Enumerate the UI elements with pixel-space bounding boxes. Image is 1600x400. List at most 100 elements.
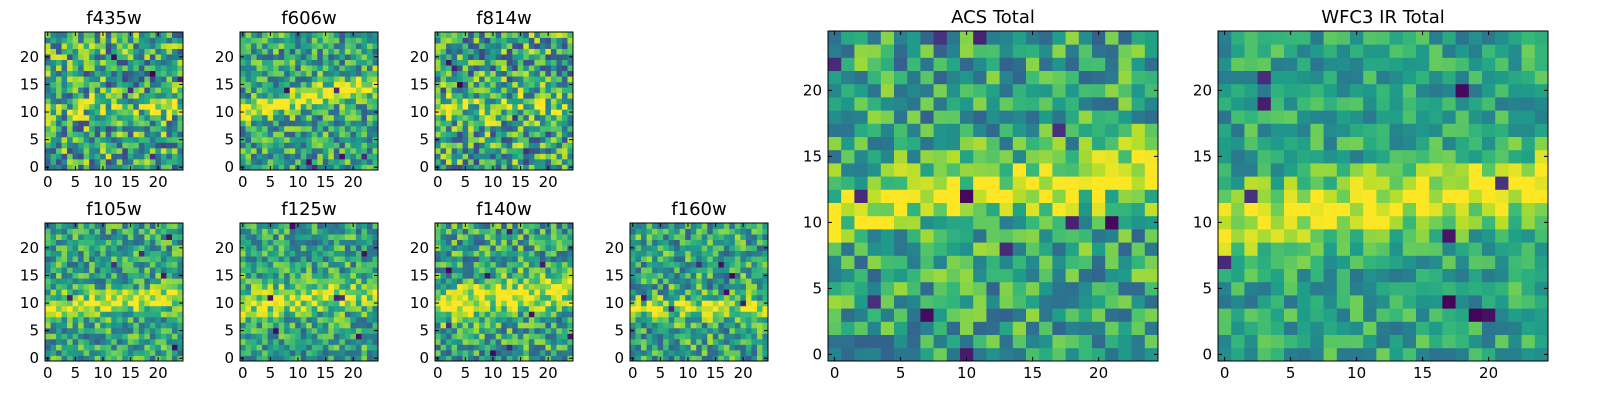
heatmap-cell [534, 250, 541, 257]
heatmap-cell [240, 92, 246, 99]
heatmap-cell [734, 349, 741, 356]
heatmap-cell [295, 311, 302, 318]
heatmap-cell [300, 256, 307, 263]
heatmap-cell [350, 316, 357, 323]
heatmap-cell [322, 228, 329, 235]
heatmap-cell [440, 81, 447, 88]
heatmap-cell [920, 242, 934, 256]
heatmap-cell [473, 223, 480, 229]
heatmap-cell [512, 114, 519, 121]
heatmap-cell [94, 245, 101, 251]
heatmap-cell [311, 81, 318, 88]
heatmap-cell [177, 32, 184, 38]
heatmap-cell [267, 120, 274, 127]
heatmap-cell [78, 256, 85, 263]
heatmap-cell [138, 278, 145, 285]
heatmap-cell [344, 333, 351, 340]
heatmap-cell [880, 242, 895, 256]
heatmap-cell [690, 300, 697, 307]
heatmap-cell [506, 43, 513, 49]
heatmap-cell [366, 267, 373, 274]
heatmap-cell [473, 131, 480, 138]
heatmap-cell [539, 76, 546, 83]
heatmap-cell [100, 81, 107, 88]
heatmap-cell [712, 333, 719, 340]
heatmap-cell [328, 278, 335, 285]
heatmap-cell [273, 48, 280, 55]
heatmap-cell [366, 103, 373, 110]
heatmap-cell [534, 120, 541, 127]
heatmap-cell [446, 223, 452, 229]
heatmap-cell [289, 355, 296, 362]
heatmap-cell [545, 87, 552, 94]
heatmap-cell [550, 59, 557, 66]
heatmap-cell [534, 245, 541, 251]
heatmap-cell [300, 338, 307, 345]
heatmap-cell [740, 272, 747, 279]
heatmap-cell [473, 114, 480, 121]
heatmap-cell [262, 333, 268, 340]
heatmap-cell [166, 305, 173, 312]
heatmap-cell [262, 234, 268, 240]
heatmap-cell [696, 256, 703, 263]
heatmap-cell [138, 223, 145, 229]
heatmap-cell [289, 153, 296, 160]
heatmap-cell [171, 120, 178, 127]
heatmap-cell [495, 327, 502, 334]
heatmap-cell [61, 164, 68, 171]
heatmap-cell [1052, 163, 1066, 177]
heatmap-cell [284, 76, 291, 83]
heatmap-cell [641, 283, 647, 290]
heatmap-cell [484, 272, 491, 279]
heatmap-cell [295, 81, 302, 88]
heatmap-cell [1052, 334, 1066, 349]
heatmap-cell [894, 321, 908, 335]
heatmap-cell [94, 120, 101, 127]
heatmap-cell [517, 114, 524, 121]
heatmap-cell [138, 349, 145, 356]
heatmap-cell [78, 65, 85, 72]
heatmap-cell [361, 300, 368, 307]
heatmap-cell [646, 311, 653, 318]
heatmap-cell [245, 92, 252, 99]
heatmap-cell [240, 294, 246, 301]
heatmap-cell [495, 322, 502, 329]
heatmap-cell [78, 349, 85, 356]
heatmap-cell [328, 109, 335, 116]
heatmap-cell [61, 136, 68, 143]
heatmap-cell [355, 283, 362, 290]
heatmap-cell [880, 334, 895, 349]
heatmap-cell [745, 311, 752, 318]
heatmap-cell [83, 223, 90, 229]
heatmap-cell [116, 300, 123, 307]
heatmap-cell [440, 250, 447, 257]
heatmap-cell [306, 81, 313, 88]
heatmap-cell [328, 349, 335, 356]
heatmap-cell [495, 267, 502, 274]
heatmap-cell [138, 228, 145, 235]
x-tick-label: 20 [344, 173, 363, 191]
heatmap-cell [89, 228, 96, 235]
heatmap-cell [646, 239, 653, 246]
heatmap-cell [462, 256, 469, 263]
heatmap-cell [479, 136, 486, 143]
heatmap-cell [867, 308, 882, 322]
heatmap-cell [495, 109, 502, 116]
heatmap-cell [50, 316, 57, 323]
heatmap-cell [251, 322, 257, 329]
heatmap-cell [440, 153, 447, 160]
heatmap-cells [435, 32, 574, 171]
heatmap-cell [72, 239, 79, 246]
heatmap-cell [523, 153, 530, 160]
heatmap-cell [473, 153, 480, 160]
heatmap-cell [545, 311, 552, 318]
heatmap-cell [289, 322, 296, 329]
heatmap-cell [701, 311, 708, 318]
heatmap-cell [366, 76, 373, 83]
heatmap-cell [105, 250, 112, 257]
heatmap-cell [501, 316, 508, 323]
heatmap-cell [473, 37, 480, 44]
heatmap-cell [657, 294, 664, 301]
heatmap-cell [333, 250, 340, 257]
heatmap-cell [56, 37, 62, 44]
